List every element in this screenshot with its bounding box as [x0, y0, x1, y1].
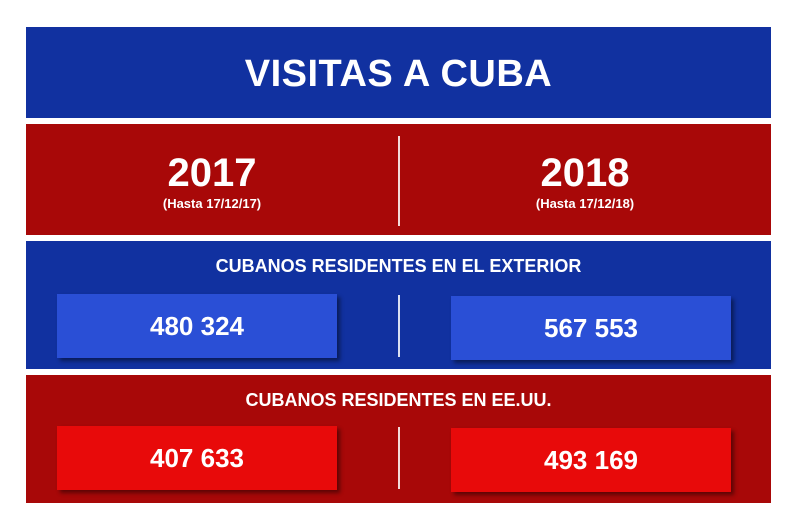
section-label: CUBANOS RESIDENTES EN EE.UU.	[245, 389, 552, 410]
column-divider	[398, 136, 400, 226]
years-band: 2017 (Hasta 17/12/17) 2018 (Hasta 17/12/…	[26, 124, 771, 238]
column-divider	[398, 295, 400, 357]
year-label: 2018	[540, 150, 630, 195]
year-column-2017: 2017 (Hasta 17/12/17)	[26, 124, 398, 238]
year-label: 2017	[167, 150, 257, 195]
year-note: (Hasta 17/12/18)	[535, 195, 635, 211]
value-box-exterior-2017: 480 324	[57, 294, 337, 358]
column-divider	[398, 427, 400, 489]
exterior-section: CUBANOS RESIDENTES EN EL EXTERIOR 480 32…	[26, 241, 771, 372]
usa-section: CUBANOS RESIDENTES EN EE.UU. 407 633 493…	[26, 375, 771, 503]
value-box-usa-2017: 407 633	[57, 426, 337, 490]
section-label: CUBANOS RESIDENTES EN EL EXTERIOR	[215, 255, 582, 276]
page-title: VISITAS A CUBA	[244, 52, 553, 95]
year-column-2018: 2018 (Hasta 17/12/18)	[399, 124, 771, 238]
year-note: (Hasta 17/12/17)	[162, 195, 262, 211]
value-box-usa-2018: 493 169	[451, 428, 731, 492]
value-box-exterior-2018: 567 553	[451, 296, 731, 360]
title-band: VISITAS A CUBA	[26, 27, 771, 121]
infographic-card: VISITAS A CUBA 2017 (Hasta 17/12/17) 201…	[26, 27, 771, 503]
